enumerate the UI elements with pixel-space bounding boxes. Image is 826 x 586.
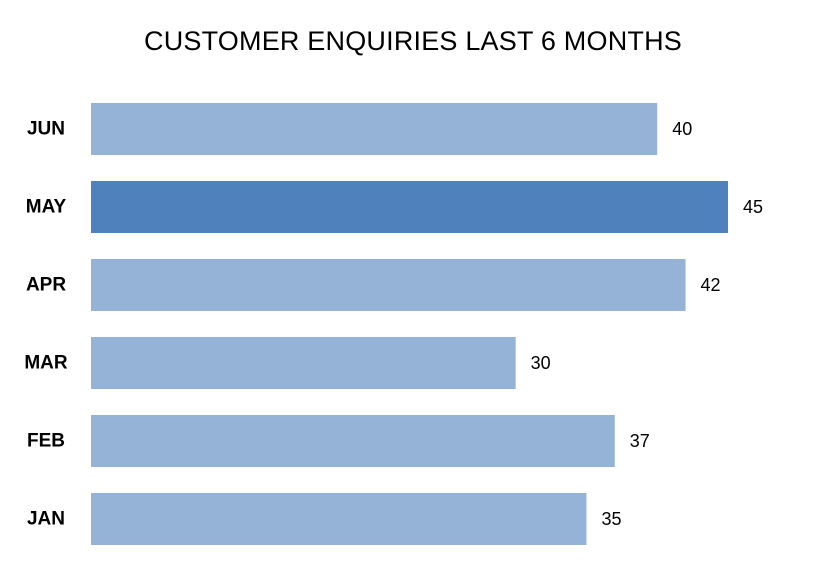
bar-feb	[91, 415, 615, 467]
data-label-feb: 37	[630, 431, 650, 451]
category-label-apr: APR	[26, 275, 66, 296]
data-label-apr: 42	[701, 275, 721, 295]
bar-jun	[91, 103, 658, 155]
category-label-may: MAY	[26, 197, 67, 218]
category-label-jan: JAN	[27, 509, 65, 530]
bar-apr	[91, 259, 686, 311]
category-label-mar: MAR	[24, 353, 68, 374]
data-label-jan: 35	[601, 509, 621, 529]
category-label-jun: JUN	[27, 119, 65, 140]
data-label-mar: 30	[531, 353, 551, 373]
data-label-jun: 40	[672, 119, 692, 139]
chart-title: CUSTOMER ENQUIRIES LAST 6 MONTHS	[144, 26, 682, 56]
bar-jan	[91, 493, 587, 545]
bar-may	[91, 181, 728, 233]
data-label-may: 45	[743, 197, 763, 217]
bar-mar	[91, 337, 516, 389]
category-label-feb: FEB	[27, 431, 65, 452]
